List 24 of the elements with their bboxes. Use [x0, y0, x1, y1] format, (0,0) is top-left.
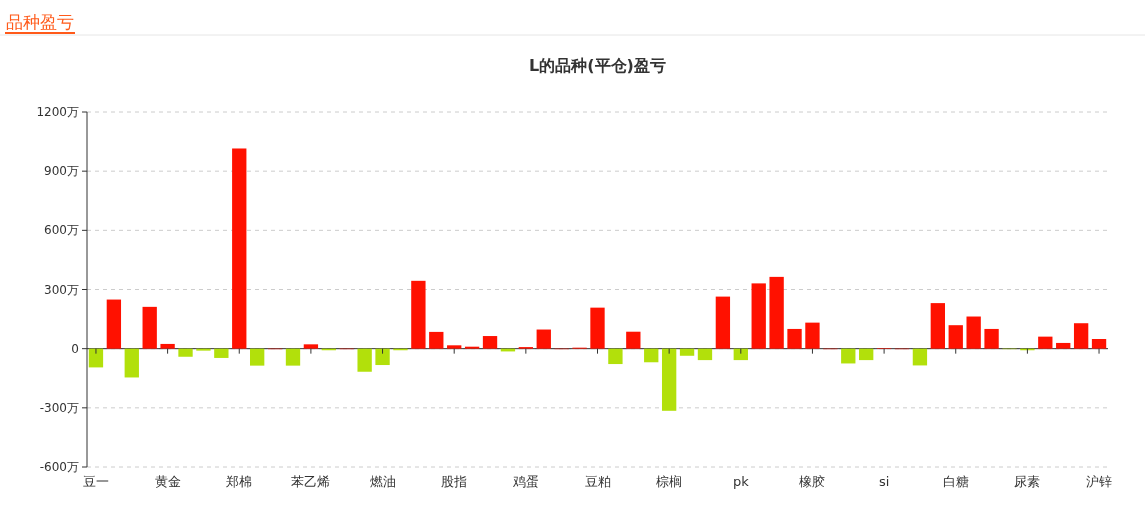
x-tick-label: 白糖 [942, 474, 969, 489]
x-tick-label: 鸡蛋 [511, 474, 539, 489]
x-tick-label: 郑棉 [226, 474, 253, 489]
x-tick-label: 尿素 [1014, 474, 1041, 489]
y-tick-label: 1200万 [36, 105, 79, 119]
x-tick-label: 橡胶 [799, 474, 826, 489]
x-tick-label: 沪锌 [1086, 474, 1113, 489]
x-tick-label: 棕榈 [656, 474, 683, 489]
y-tick-label: 600万 [44, 223, 79, 238]
y-tick-label: -300万 [39, 400, 79, 415]
x-tick-label: 股指 [441, 474, 468, 489]
x-tick-label: 豆一 [82, 474, 109, 489]
x-tick-label: 黄金 [154, 474, 181, 489]
x-tick-label: 苯乙烯 [291, 474, 331, 489]
x-tick-label: 燃油 [369, 474, 396, 489]
y-tick-label: 900万 [44, 164, 79, 179]
y-tick-label: -600万 [39, 460, 79, 474]
annotation: 品种盈亏 [6, 12, 74, 32]
y-tick-label: 300万 [44, 282, 79, 297]
y-tick-label: 0 [71, 341, 79, 356]
x-tick-label: pk [732, 474, 750, 489]
chart-title: L的品种(平仓)盈亏 [529, 56, 666, 75]
x-tick-label: si [878, 474, 890, 489]
x-tick-label: 豆粕 [584, 474, 611, 489]
